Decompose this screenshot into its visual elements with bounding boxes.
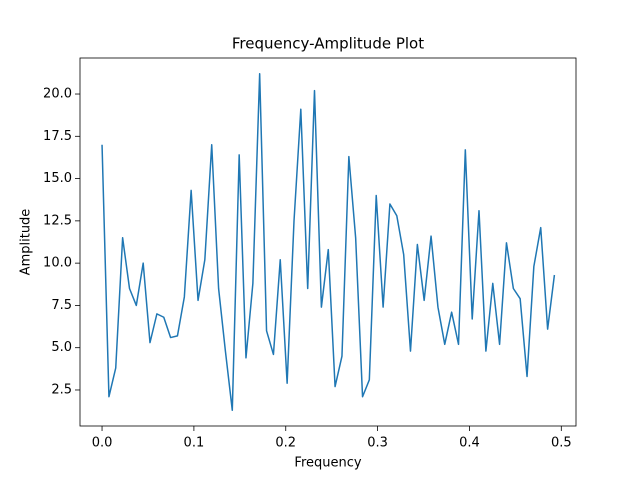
- y-tick-label: 5.0: [51, 340, 72, 355]
- x-tick-label: 0.4: [459, 436, 480, 451]
- y-axis-label: Amplitude: [19, 209, 34, 276]
- x-tick-label: 0.1: [184, 436, 205, 451]
- x-tick-label: 0.5: [551, 436, 572, 451]
- y-tick-label: 17.5: [43, 129, 72, 144]
- chart-title: Frequency-Amplitude Plot: [232, 35, 424, 53]
- y-tick-label: 7.5: [51, 298, 72, 313]
- x-tick-label: 0.0: [92, 436, 113, 451]
- y-tick-label: 10.0: [43, 256, 72, 271]
- y-tick-label: 15.0: [43, 171, 72, 186]
- y-tick-label: 2.5: [51, 382, 72, 397]
- data-line: [101, 72, 556, 412]
- y-tick-label: 20.0: [43, 87, 72, 102]
- y-tick-label: 12.5: [43, 213, 72, 228]
- x-tick-label: 0.3: [367, 436, 388, 451]
- x-axis-label: Frequency: [294, 456, 361, 471]
- x-tick-label: 0.2: [275, 436, 296, 451]
- axes-frame: [79, 57, 577, 427]
